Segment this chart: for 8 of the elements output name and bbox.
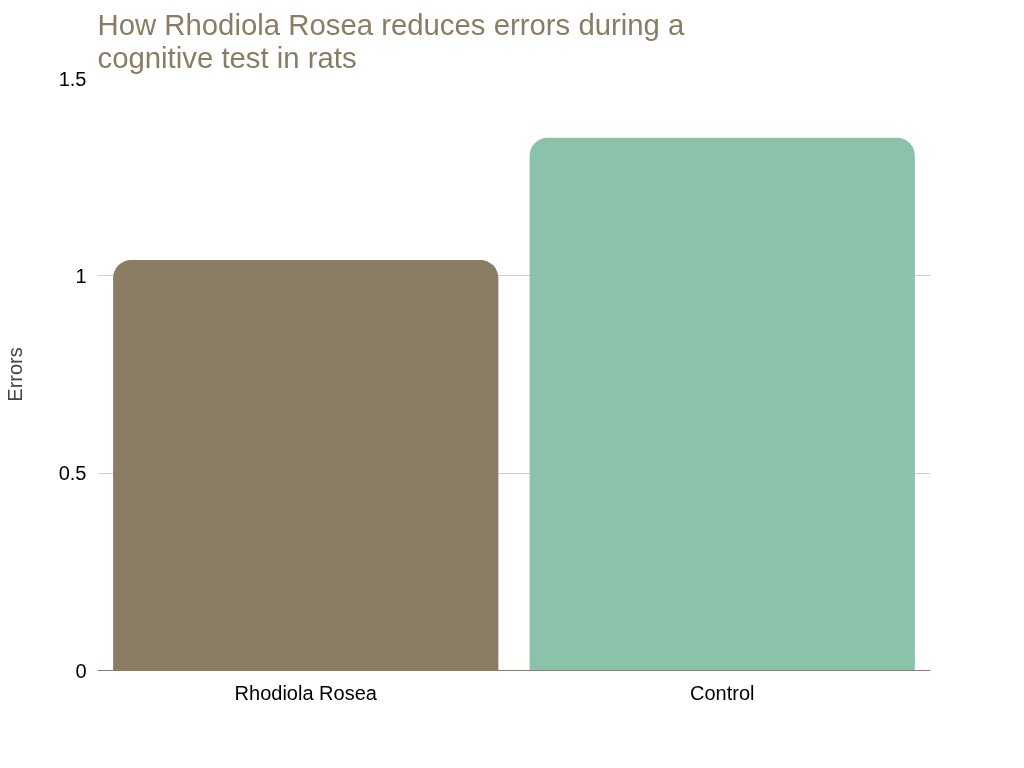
y-tick-label: 1.5 — [58, 67, 87, 90]
y-axis-title: Errors — [3, 347, 26, 402]
y-tick-label: 1 — [75, 264, 87, 287]
x-tick-label: Rhodiola Rosea — [234, 681, 378, 704]
y-tick-label: 0 — [75, 659, 87, 682]
y-tick-label: 0.5 — [58, 462, 87, 485]
x-tick-label: Control — [690, 681, 755, 704]
chart-title: How Rhodiola Rosea reduces errors during a cognitive test in rats — [97, 7, 686, 74]
